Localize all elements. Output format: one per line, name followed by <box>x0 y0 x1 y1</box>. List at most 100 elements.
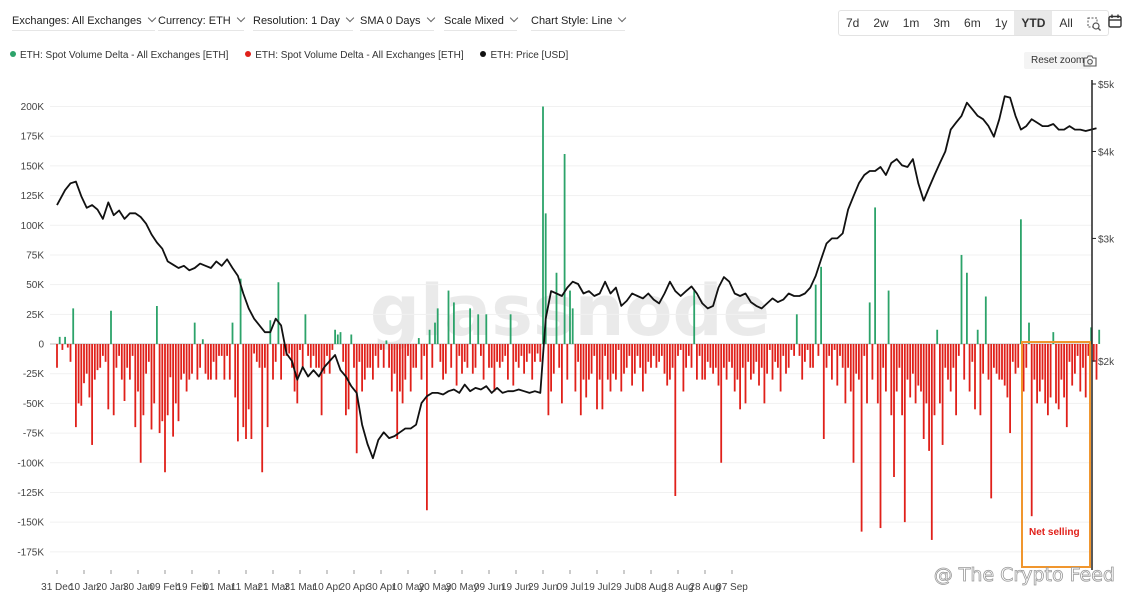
y-left-tick-label: -50K <box>23 399 44 410</box>
range-6m[interactable]: 6m <box>964 16 981 30</box>
volume-bar-negative <box>358 344 361 362</box>
volume-bar-positive <box>477 314 480 344</box>
volume-bar-negative <box>1095 344 1098 380</box>
volume-bar-negative <box>1057 344 1060 410</box>
legend-item-positive[interactable]: ETH: Spot Volume Delta - All Exchanges [… <box>10 50 228 61</box>
y-left-tick-label: 0 <box>38 340 44 351</box>
volume-bar-negative <box>674 344 677 496</box>
reset-zoom-button[interactable]: Reset zoom <box>1024 52 1092 69</box>
volume-bar-negative <box>517 344 520 368</box>
volume-bar-negative <box>369 344 372 368</box>
volume-bar-positive <box>193 322 196 344</box>
volume-bar-negative <box>536 344 539 354</box>
volume-bar-negative <box>191 344 193 374</box>
volume-bar-negative <box>404 344 407 380</box>
volume-bar-negative <box>858 344 860 380</box>
range-all[interactable]: All <box>1059 16 1073 30</box>
chart-style-dropdown[interactable]: Chart Style: Line <box>531 13 627 31</box>
volume-bar-negative <box>974 344 976 410</box>
volume-bar-negative <box>247 344 250 410</box>
volume-bar-negative <box>242 344 245 428</box>
volume-bar-negative <box>1036 344 1038 404</box>
volume-bar-negative <box>809 344 812 368</box>
volume-bar-negative <box>712 344 714 374</box>
chart-style-label: Chart Style: Line <box>531 15 613 27</box>
volume-bar-negative <box>930 344 933 540</box>
volume-bar-negative <box>998 344 1001 380</box>
annotation-box <box>1021 341 1091 568</box>
volume-bar-negative <box>609 344 612 392</box>
volume-bar-negative <box>706 344 709 362</box>
camera-icon[interactable] <box>1083 55 1097 67</box>
volume-bar-negative <box>158 344 161 434</box>
volume-bar-negative <box>655 344 658 368</box>
y-left-tick-label: -100K <box>17 458 44 469</box>
volume-bar-negative <box>928 344 930 451</box>
range-3m[interactable]: 3m <box>933 16 951 30</box>
volume-bar-negative <box>493 344 496 392</box>
volume-bar-negative <box>855 344 858 374</box>
y-left-tick-label: -75K <box>23 429 44 440</box>
volume-bar-negative <box>226 344 228 356</box>
currency-label: Currency: ETH <box>158 15 231 27</box>
volume-bar-negative <box>1074 344 1076 374</box>
scale-dropdown[interactable]: Scale Mixed <box>444 13 519 31</box>
range-2w[interactable]: 2w <box>873 16 889 30</box>
volume-bar-negative <box>617 344 620 350</box>
calendar-icon[interactable] <box>1108 14 1122 28</box>
exchanges-dropdown[interactable]: Exchanges: All Exchanges <box>12 13 156 31</box>
volume-bar-negative <box>237 344 239 442</box>
volume-bar-negative <box>785 344 787 374</box>
range-selector: 7d 2w 1m 3m 6m 1y YTD All <box>838 10 1109 36</box>
range-1m[interactable]: 1m <box>902 16 920 30</box>
volume-bar-negative <box>315 344 318 368</box>
volume-bar-negative <box>890 344 893 416</box>
range-7d[interactable]: 7d <box>846 16 860 30</box>
volume-bar-negative <box>633 344 636 374</box>
net-selling-annotation: Net selling <box>1021 341 1091 568</box>
y-left-tick-label: 200K <box>21 102 45 113</box>
legend-item-negative[interactable]: ETH: Spot Volume Delta - All Exchanges [… <box>245 50 464 61</box>
volume-bar-negative <box>714 344 717 368</box>
volume-bar-negative <box>396 344 399 439</box>
range-ytd[interactable]: YTD <box>1014 11 1053 35</box>
volume-bar-negative <box>372 344 374 380</box>
volume-bar-positive <box>334 329 336 344</box>
volume-bar-negative <box>939 344 941 404</box>
volume-bar-negative <box>377 344 380 368</box>
volume-bar-negative <box>822 344 825 439</box>
volume-bar-negative <box>501 344 504 362</box>
legend-item-price[interactable]: ETH: Price [USD] <box>480 50 568 61</box>
volume-bar-negative <box>744 344 747 404</box>
volume-bar-negative <box>177 344 180 422</box>
volume-bar-negative <box>1041 344 1044 380</box>
volume-bar-negative <box>1030 344 1033 517</box>
volume-bar-negative <box>1001 344 1003 380</box>
volume-bar-negative <box>558 344 561 368</box>
range-1y[interactable]: 1y <box>994 16 1008 30</box>
volume-bar-negative <box>636 344 639 356</box>
volume-bar-negative <box>871 344 874 380</box>
volume-bar-negative <box>671 344 674 368</box>
x-tick-label: 10 Apr <box>313 582 343 593</box>
volume-bar-negative <box>895 344 898 392</box>
volume-bar-negative <box>723 344 725 368</box>
volume-bar-negative <box>466 344 469 368</box>
sma-dropdown[interactable]: SMA 0 Days <box>360 13 435 31</box>
volume-bar-positive <box>239 278 242 344</box>
zoom-select-icon[interactable] <box>1080 11 1108 35</box>
volume-bar-negative <box>863 344 866 356</box>
resolution-dropdown[interactable]: Resolution: 1 Day <box>253 13 355 31</box>
volume-bar-negative <box>793 344 795 356</box>
volume-bar-negative <box>844 344 847 404</box>
volume-bar-positive <box>571 308 574 344</box>
currency-dropdown[interactable]: Currency: ETH <box>158 13 245 31</box>
x-tick-label: 30 Jan <box>123 582 153 593</box>
volume-bar-negative <box>93 344 96 380</box>
volume-bar-negative <box>812 344 814 368</box>
volume-bar-negative <box>328 344 331 374</box>
volume-bar-positive <box>966 272 968 344</box>
volume-bar-negative <box>1025 344 1028 368</box>
volume-bar-negative <box>574 344 577 392</box>
